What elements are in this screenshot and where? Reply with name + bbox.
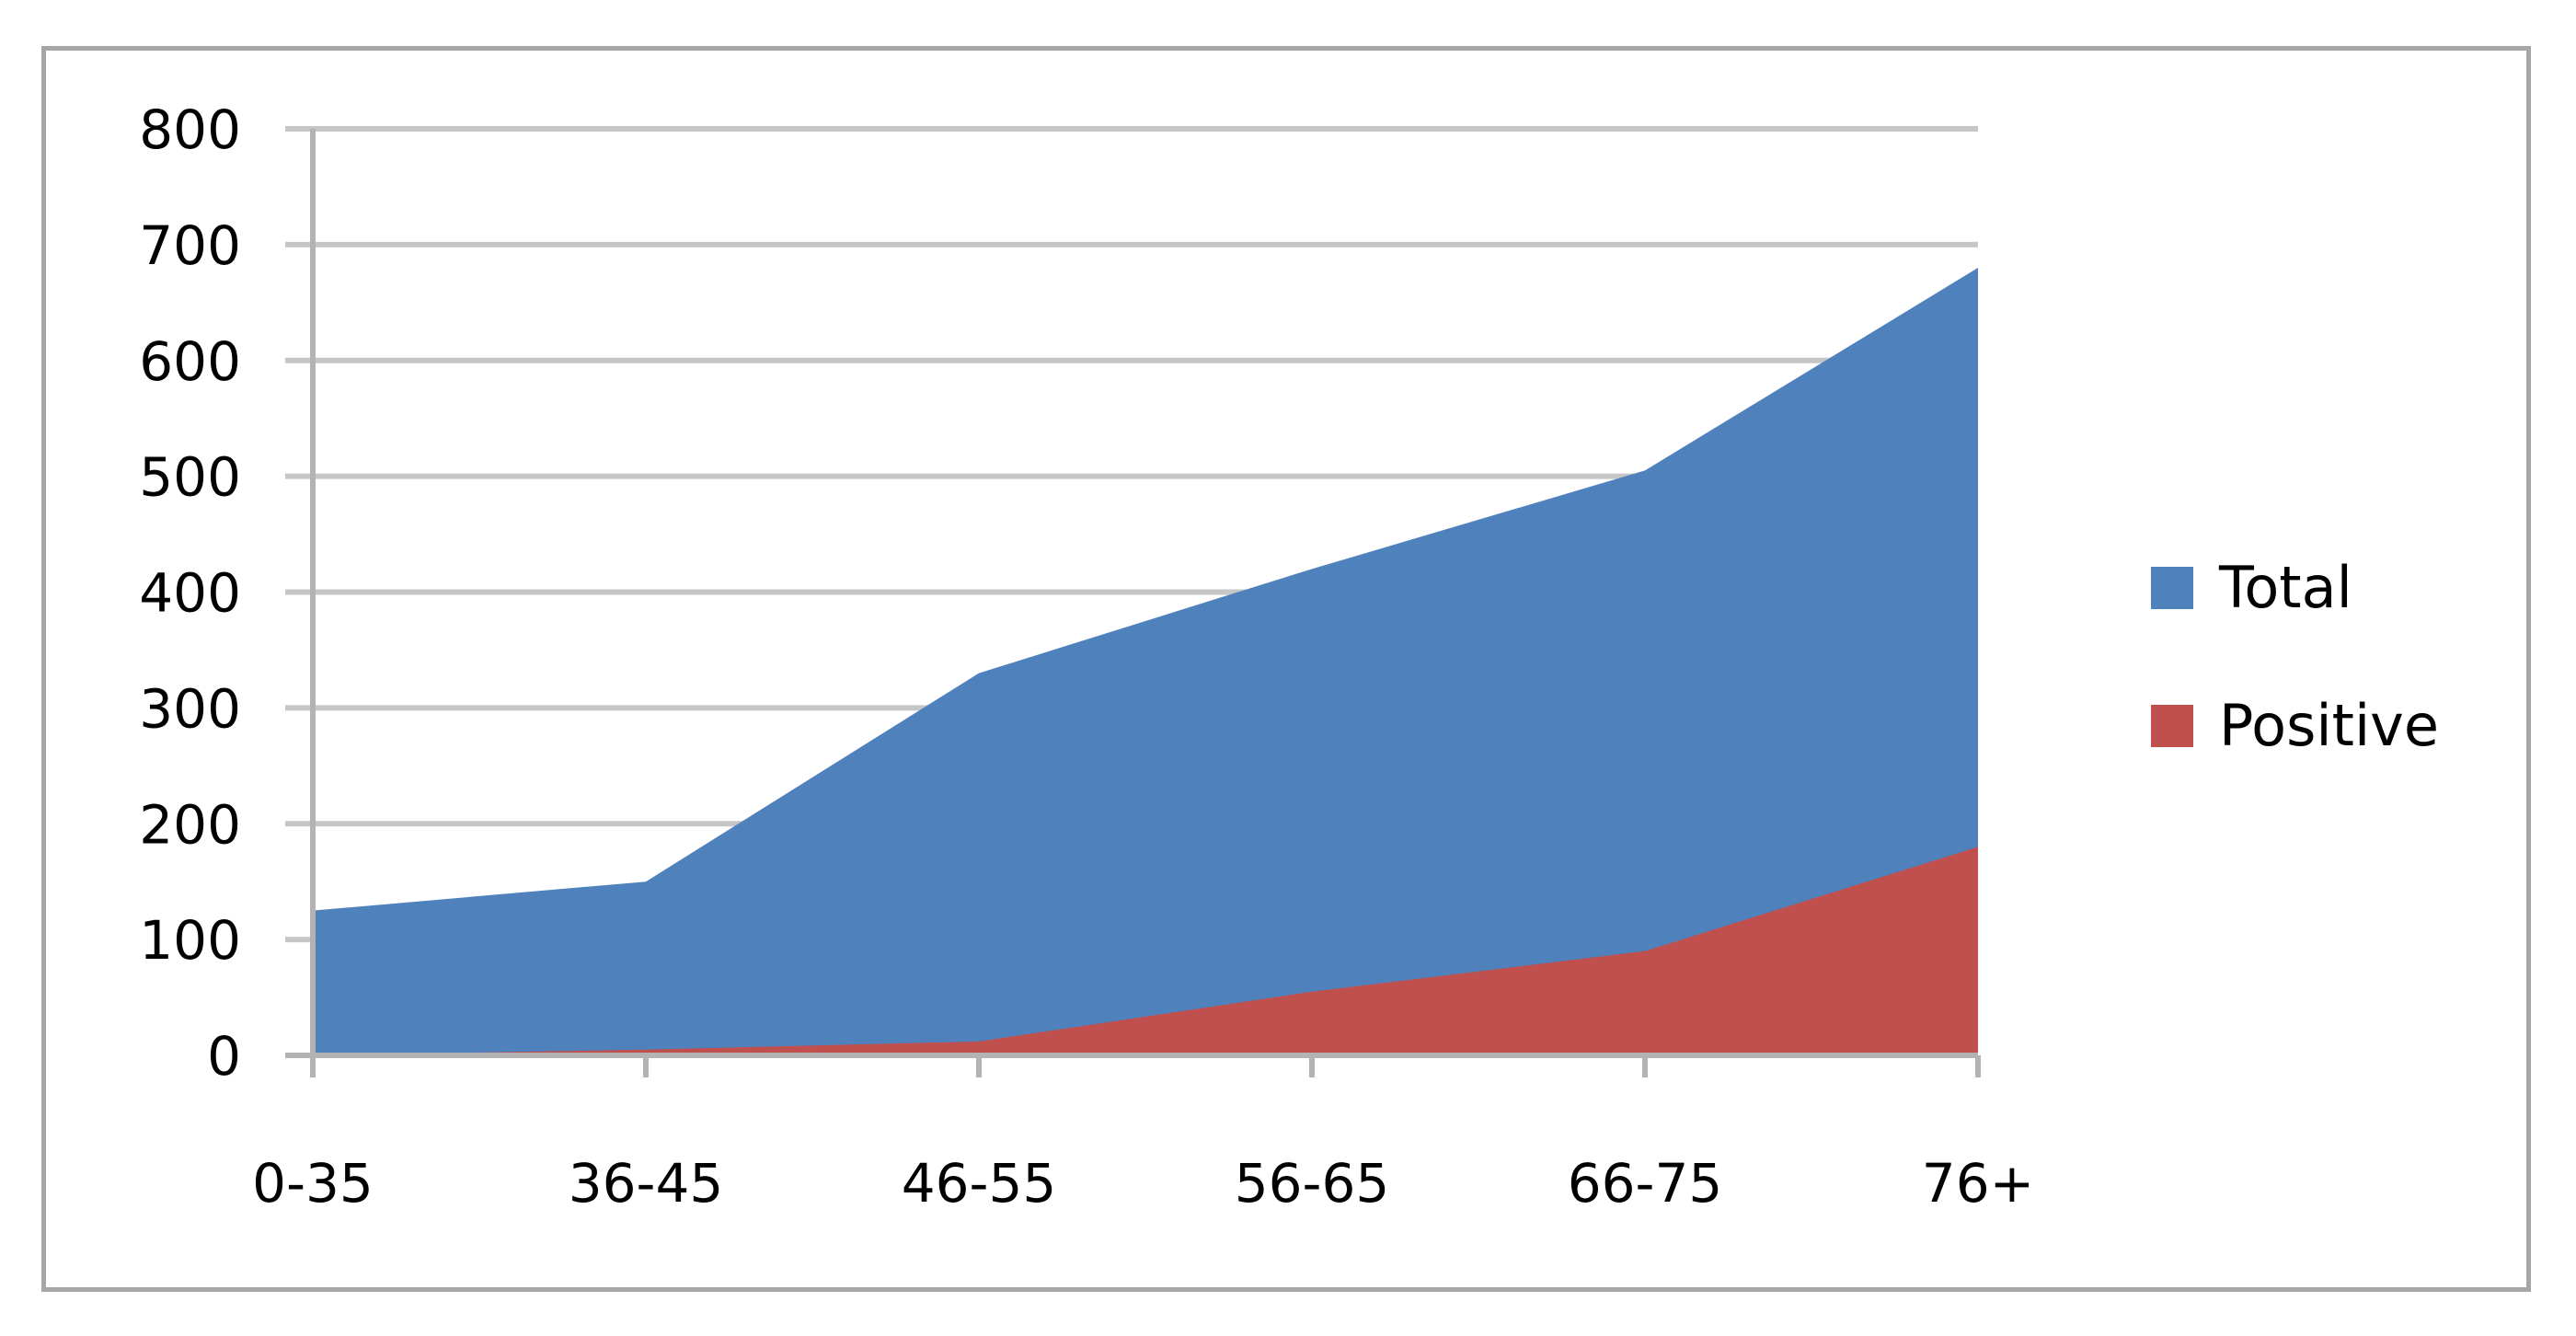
axes: [285, 129, 1981, 1077]
y-tick-label-600: 600: [139, 330, 241, 393]
x-tick-label-0: 0-35: [252, 1152, 374, 1215]
x-tick-label-5: 76+: [1922, 1152, 2034, 1215]
legend-swatch-total: [2151, 567, 2193, 609]
area-positive: [313, 847, 1978, 1055]
data-areas: [312, 267, 1979, 1056]
y-tick-label-0: 0: [207, 1025, 241, 1088]
x-tick-label-2: 46-55: [902, 1152, 1057, 1215]
y-tick-label-200: 200: [139, 793, 241, 856]
legend-swatch-positive: [2151, 705, 2193, 747]
legend-label-total: Total: [2218, 554, 2352, 621]
x-tick-labels: 0-35 36-45 46-55 56-65 66-75 76+: [252, 1152, 2034, 1215]
x-tick-label-3: 56-65: [1235, 1152, 1390, 1215]
y-tick-label-100: 100: [139, 909, 241, 972]
area-total: [313, 268, 1978, 1055]
legend-label-positive: Positive: [2219, 692, 2439, 759]
y-tick-label-800: 800: [139, 98, 241, 161]
legend: Total Positive: [2151, 554, 2439, 759]
y-tick-label-500: 500: [139, 446, 241, 509]
x-tick-label-4: 66-75: [1568, 1152, 1723, 1215]
x-tick-label-1: 36-45: [569, 1152, 724, 1215]
y-tick-label-400: 400: [139, 562, 241, 625]
y-tick-label-300: 300: [139, 677, 241, 740]
y-tick-label-700: 700: [139, 214, 241, 277]
y-tick-labels: 0 100 200 300 400 500 600 700 800: [139, 98, 241, 1088]
